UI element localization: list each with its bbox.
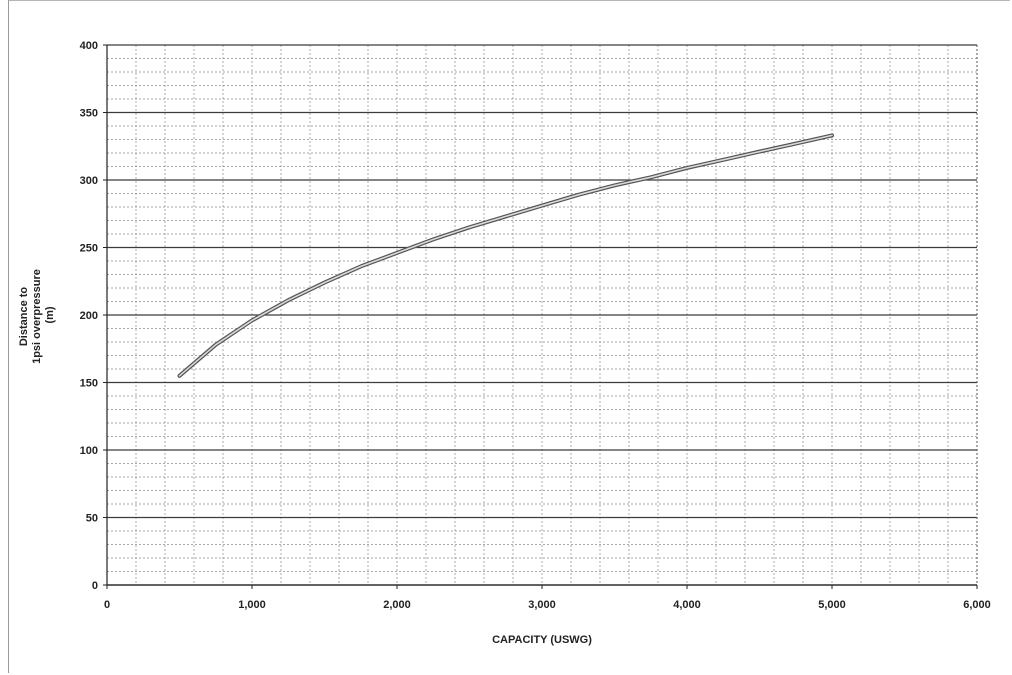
y-tick-label: 250 (80, 243, 98, 255)
y-axis-title-line-2: 1psi overpressure (31, 269, 43, 364)
major-grid (107, 44, 977, 586)
x-tick-label: 4,000 (673, 599, 701, 611)
y-tick-label: 100 (80, 445, 98, 457)
y-tick-label: 150 (80, 378, 98, 390)
y-axis-title: Distance to 1psi overpressure (m) (18, 266, 56, 364)
x-tick-label: 1,000 (238, 599, 266, 611)
x-tick-label: 0 (104, 599, 110, 611)
y-tick-label: 50 (86, 513, 98, 525)
y-tick-labels: 0 50 100 150 200 250 300 350 400 (80, 40, 107, 592)
x-tick-label: 3,000 (528, 599, 556, 611)
y-axis-title-line-3: (m) (44, 306, 56, 323)
y-tick-label: 0 (92, 580, 98, 592)
x-tick-label: 6,000 (963, 599, 991, 611)
series-line (178, 134, 833, 377)
y-axis-title-line-1: Distance to (18, 287, 30, 347)
x-axis-title: CAPACITY (USWG) (492, 634, 592, 646)
x-tick-labels: 0 1,000 2,000 3,000 4,000 5,000 6,000 (104, 585, 991, 611)
x-tick-label: 2,000 (383, 599, 411, 611)
chart-frame (8, 0, 1010, 673)
y-tick-label: 200 (80, 310, 98, 322)
y-tick-label: 400 (80, 40, 98, 52)
y-tick-label: 350 (80, 108, 98, 120)
series-group (177, 133, 834, 378)
x-tick-label: 5,000 (818, 599, 846, 611)
y-tick-label: 300 (80, 175, 98, 187)
